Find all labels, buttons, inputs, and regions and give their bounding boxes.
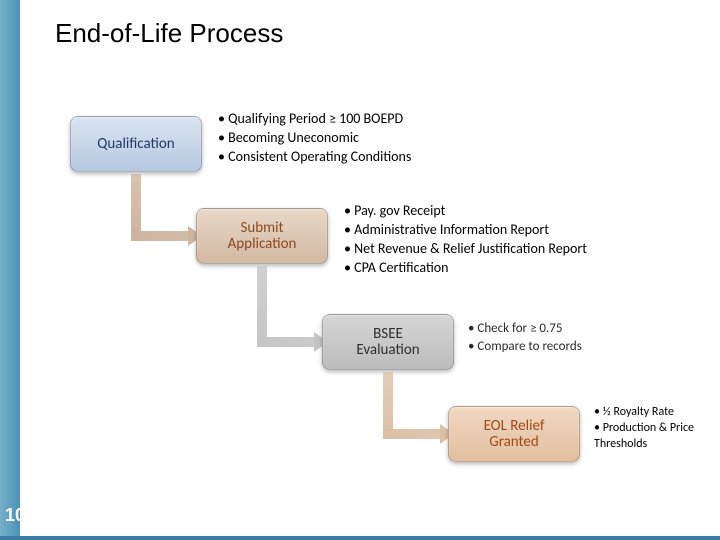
- page-number: 10: [0, 505, 30, 526]
- bullet-item: ½ Royalty Rate: [594, 404, 720, 420]
- step-label: Granted: [489, 434, 539, 451]
- step-qualification: Qualification: [70, 116, 202, 172]
- step-submit-application: SubmitApplication: [196, 208, 328, 264]
- step-bullets-bsee-evaluation: Check for ≥ 0.75Compare to records: [468, 320, 582, 355]
- bullet-item: Production & Price Thresholds: [594, 420, 720, 452]
- bullet-item: CPA Certification: [344, 259, 587, 278]
- step-label: BSEE: [373, 326, 403, 343]
- step-bullets-eol-relief-granted: ½ Royalty RateProduction & Price Thresho…: [594, 404, 720, 453]
- step-label: EOL Relief: [484, 418, 545, 435]
- step-label: Application: [228, 236, 297, 253]
- page-title: End-of-Life Process: [55, 18, 283, 49]
- bullet-item: Administrative Information Report: [344, 221, 587, 240]
- bullet-item: Qualifying Period ≥ 100 BOEPD: [218, 110, 411, 129]
- step-label: Evaluation: [356, 342, 419, 359]
- left-rail: [0, 0, 20, 536]
- bullet-item: Compare to records: [468, 338, 582, 356]
- step-bullets-submit-application: Pay. gov ReceiptAdministrative Informati…: [344, 202, 587, 278]
- bullet-item: Pay. gov Receipt: [344, 202, 587, 221]
- step-eol-relief-granted: EOL ReliefGranted: [448, 406, 580, 462]
- bullet-item: Net Revenue & Relief Justification Repor…: [344, 240, 587, 259]
- step-bullets-qualification: Qualifying Period ≥ 100 BOEPDBecoming Un…: [218, 110, 411, 167]
- step-label: Qualification: [97, 136, 174, 153]
- bullet-item: Check for ≥ 0.75: [468, 320, 582, 338]
- bullet-item: Becoming Uneconomic: [218, 129, 411, 148]
- step-bsee-evaluation: BSEEEvaluation: [322, 314, 454, 370]
- bullet-item: Consistent Operating Conditions: [218, 148, 411, 167]
- slide: 10 End-of-Life Process Qualification Qual…: [0, 0, 720, 540]
- step-label: Submit: [240, 220, 283, 237]
